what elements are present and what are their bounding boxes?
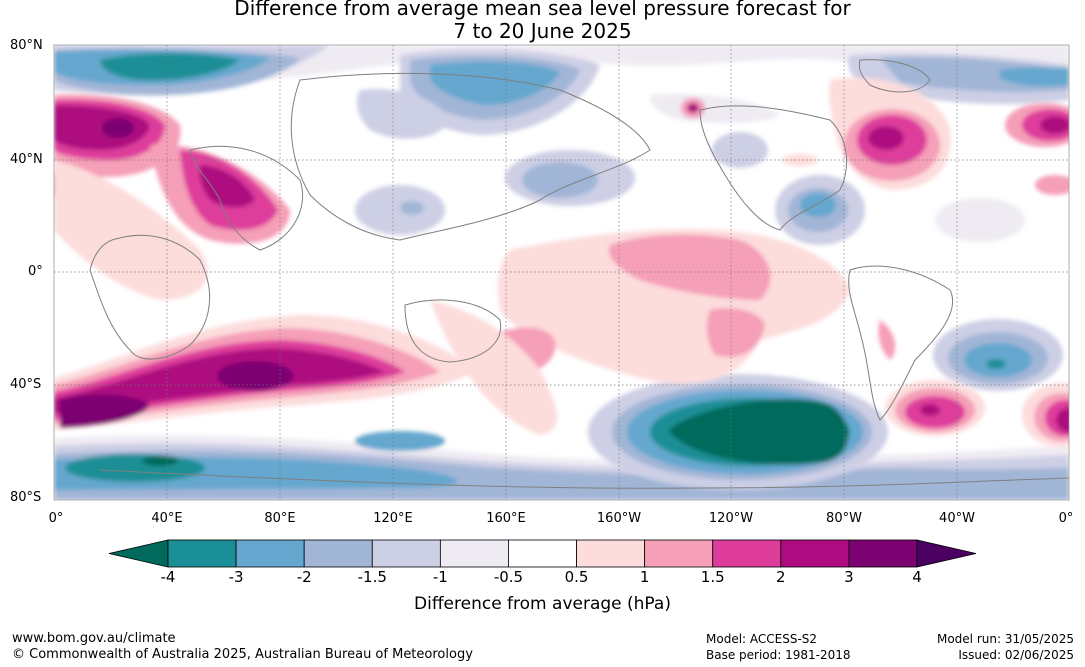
- mid-latitude-lows: [355, 132, 1025, 245]
- indian-ocean-high: [54, 315, 480, 430]
- footer-base-period: Base period: 1981-2018: [706, 648, 851, 662]
- anomaly-field: [54, 45, 1069, 500]
- map-grid: [54, 45, 1069, 500]
- legend-swatch: [780, 539, 850, 568]
- lon-label-40w: 40°W: [939, 511, 975, 526]
- south-atlantic-low: [933, 319, 1063, 391]
- lon-label-160e: 160°E: [486, 511, 526, 526]
- lat-label-80n: 80°N: [10, 38, 43, 53]
- legend-tick-label: 1.5: [700, 568, 725, 586]
- map-frame: [53, 44, 1070, 501]
- legend-tick-label: -4: [160, 568, 176, 586]
- footer-website: www.bom.gov.au/climate: [12, 631, 176, 646]
- legend-under-triangle: [108, 539, 169, 568]
- lon-label-80w: 80°W: [826, 511, 862, 526]
- legend-tick-label: -1: [432, 568, 448, 586]
- legend-over-triangle: [916, 539, 977, 568]
- legend-swatch: [371, 539, 441, 568]
- legend-tick-label: 2: [776, 568, 786, 586]
- southern-ocean-low-band: [54, 431, 1069, 500]
- legend-swatch: [712, 539, 782, 568]
- lon-label-0-end: 0°: [1058, 511, 1074, 526]
- map-title-line-2: 7 to 20 June 2025: [453, 19, 632, 43]
- legend-swatch: [439, 539, 509, 568]
- legend-tick-label: 1: [639, 568, 650, 586]
- footer-issued: Issued: 02/06/2025: [958, 648, 1074, 662]
- legend-tick-label: 4: [912, 568, 922, 586]
- legend-colorbar: [108, 539, 977, 568]
- legend-tick-label: -1.5: [357, 568, 387, 586]
- legend-swatch: [644, 539, 714, 568]
- lon-label-120w: 120°W: [708, 511, 754, 526]
- legend-swatch: [848, 539, 918, 568]
- footer-model: Model: ACCESS-S2: [706, 632, 818, 646]
- tropical-pacific-high: [430, 229, 850, 435]
- lon-label-160w: 160°W: [596, 511, 642, 526]
- lat-label-80s: 80°S: [10, 490, 42, 505]
- lon-label-80e: 80°E: [264, 511, 296, 526]
- lon-label-40e: 40°E: [151, 511, 183, 526]
- legend-tick-label: -3: [228, 568, 244, 586]
- map-title-line-1: Difference from average mean sea level p…: [234, 0, 851, 20]
- south-pacific-low: [588, 374, 888, 490]
- legend-tick-label: 0.5: [564, 568, 589, 586]
- coastlines: [89, 59, 1069, 489]
- footer-model-run: Model run: 31/05/2025: [936, 632, 1074, 646]
- legend-tick-label: -0.5: [493, 568, 524, 586]
- eurasia-high: [54, 94, 290, 300]
- legend-swatch: [508, 539, 577, 568]
- legend-tick-label: -2: [296, 568, 312, 586]
- arctic-low-band: [54, 45, 1069, 139]
- legend-tick-label: 3: [844, 568, 854, 586]
- footer-copyright: © Commonwealth of Australia 2025, Austra…: [12, 647, 473, 662]
- legend-title: Difference from average (hPa): [414, 594, 671, 614]
- lat-label-40s: 40°S: [10, 377, 42, 392]
- north-atlantic-high: [681, 77, 1069, 195]
- lon-label-0: 0°: [48, 511, 64, 526]
- legend-swatch: [167, 539, 237, 568]
- lat-label-0: 0°: [28, 264, 43, 279]
- legend-swatch: [303, 539, 373, 568]
- legend-swatch: [235, 539, 305, 568]
- lat-label-40n: 40°N: [10, 152, 43, 167]
- legend-swatch: [576, 539, 646, 568]
- lon-label-120e: 120°E: [373, 511, 413, 526]
- south-atlantic-high: [878, 320, 1069, 447]
